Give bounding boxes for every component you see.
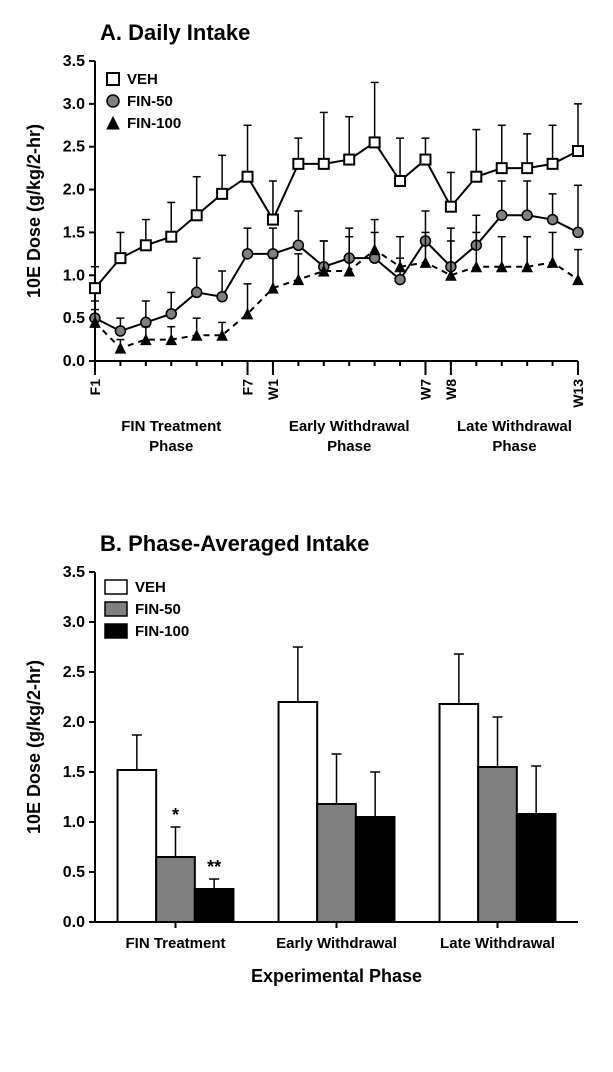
svg-text:2.0: 2.0 [63,182,85,199]
svg-text:F7: F7 [240,379,256,396]
svg-text:W7: W7 [417,379,433,400]
svg-text:3.5: 3.5 [63,564,85,581]
svg-text:10E Dose (g/kg/2-hr): 10E Dose (g/kg/2-hr) [24,660,44,834]
svg-text:VEH: VEH [135,579,166,596]
svg-text:W8: W8 [443,379,459,400]
svg-text:2.0: 2.0 [63,714,85,731]
svg-text:0.5: 0.5 [63,864,85,881]
svg-text:Phase: Phase [492,438,536,455]
svg-text:FIN-50: FIN-50 [135,601,181,618]
svg-text:Late Withdrawal: Late Withdrawal [457,418,572,435]
svg-text:FIN-100: FIN-100 [127,115,181,132]
svg-text:F1: F1 [87,379,103,396]
svg-text:FIN-100: FIN-100 [135,623,189,640]
svg-text:**: ** [207,857,221,877]
svg-text:0.5: 0.5 [63,310,85,327]
svg-text:Early Withdrawal: Early Withdrawal [276,935,397,952]
svg-text:Phase: Phase [149,438,193,455]
svg-text:FIN-50: FIN-50 [127,93,173,110]
svg-text:*: * [172,805,179,825]
svg-text:W13: W13 [570,379,586,408]
svg-text:1.0: 1.0 [63,267,85,284]
svg-text:VEH: VEH [127,71,158,88]
panel-a: A. Daily Intake 0.0 0.5 1.0 1.5 2.0 2.5 3.0 3.5… [20,20,593,491]
panel-b: B. Phase-Averaged Intake 0.0 0.5 1.0 1.5 2.0… [20,531,593,1012]
svg-text:10E Dose (g/kg/2-hr): 10E Dose (g/kg/2-hr) [24,124,44,298]
svg-text:1.5: 1.5 [63,224,85,241]
svg-text:FIN Treatment: FIN Treatment [125,935,225,952]
svg-text:1.0: 1.0 [63,814,85,831]
panel-a-title: A. Daily Intake [100,20,593,46]
svg-text:0.0: 0.0 [63,353,85,370]
svg-text:0.0: 0.0 [63,914,85,931]
daily-intake-chart: 0.0 0.5 1.0 1.5 2.0 2.5 3.0 3.5 10E Dose (g/kg/2… [20,51,593,491]
svg-text:Experimental Phase: Experimental Phase [251,966,422,986]
svg-text:2.5: 2.5 [63,664,85,681]
svg-text:Phase: Phase [327,438,371,455]
svg-text:1.5: 1.5 [63,764,85,781]
svg-text:3.0: 3.0 [63,614,85,631]
svg-text:Late Withdrawal: Late Withdrawal [440,935,555,952]
svg-text:FIN Treatment: FIN Treatment [121,418,221,435]
svg-text:2.5: 2.5 [63,139,85,156]
svg-text:W1: W1 [265,379,281,400]
svg-text:3.0: 3.0 [63,96,85,113]
phase-averaged-chart: 0.0 0.5 1.0 1.5 2.0 2.5 3.0 3.5 10E Dose (g/kg/2… [20,562,593,1012]
svg-text:Early Withdrawal: Early Withdrawal [289,418,410,435]
svg-text:3.5: 3.5 [63,53,85,70]
panel-b-title: B. Phase-Averaged Intake [100,531,593,557]
